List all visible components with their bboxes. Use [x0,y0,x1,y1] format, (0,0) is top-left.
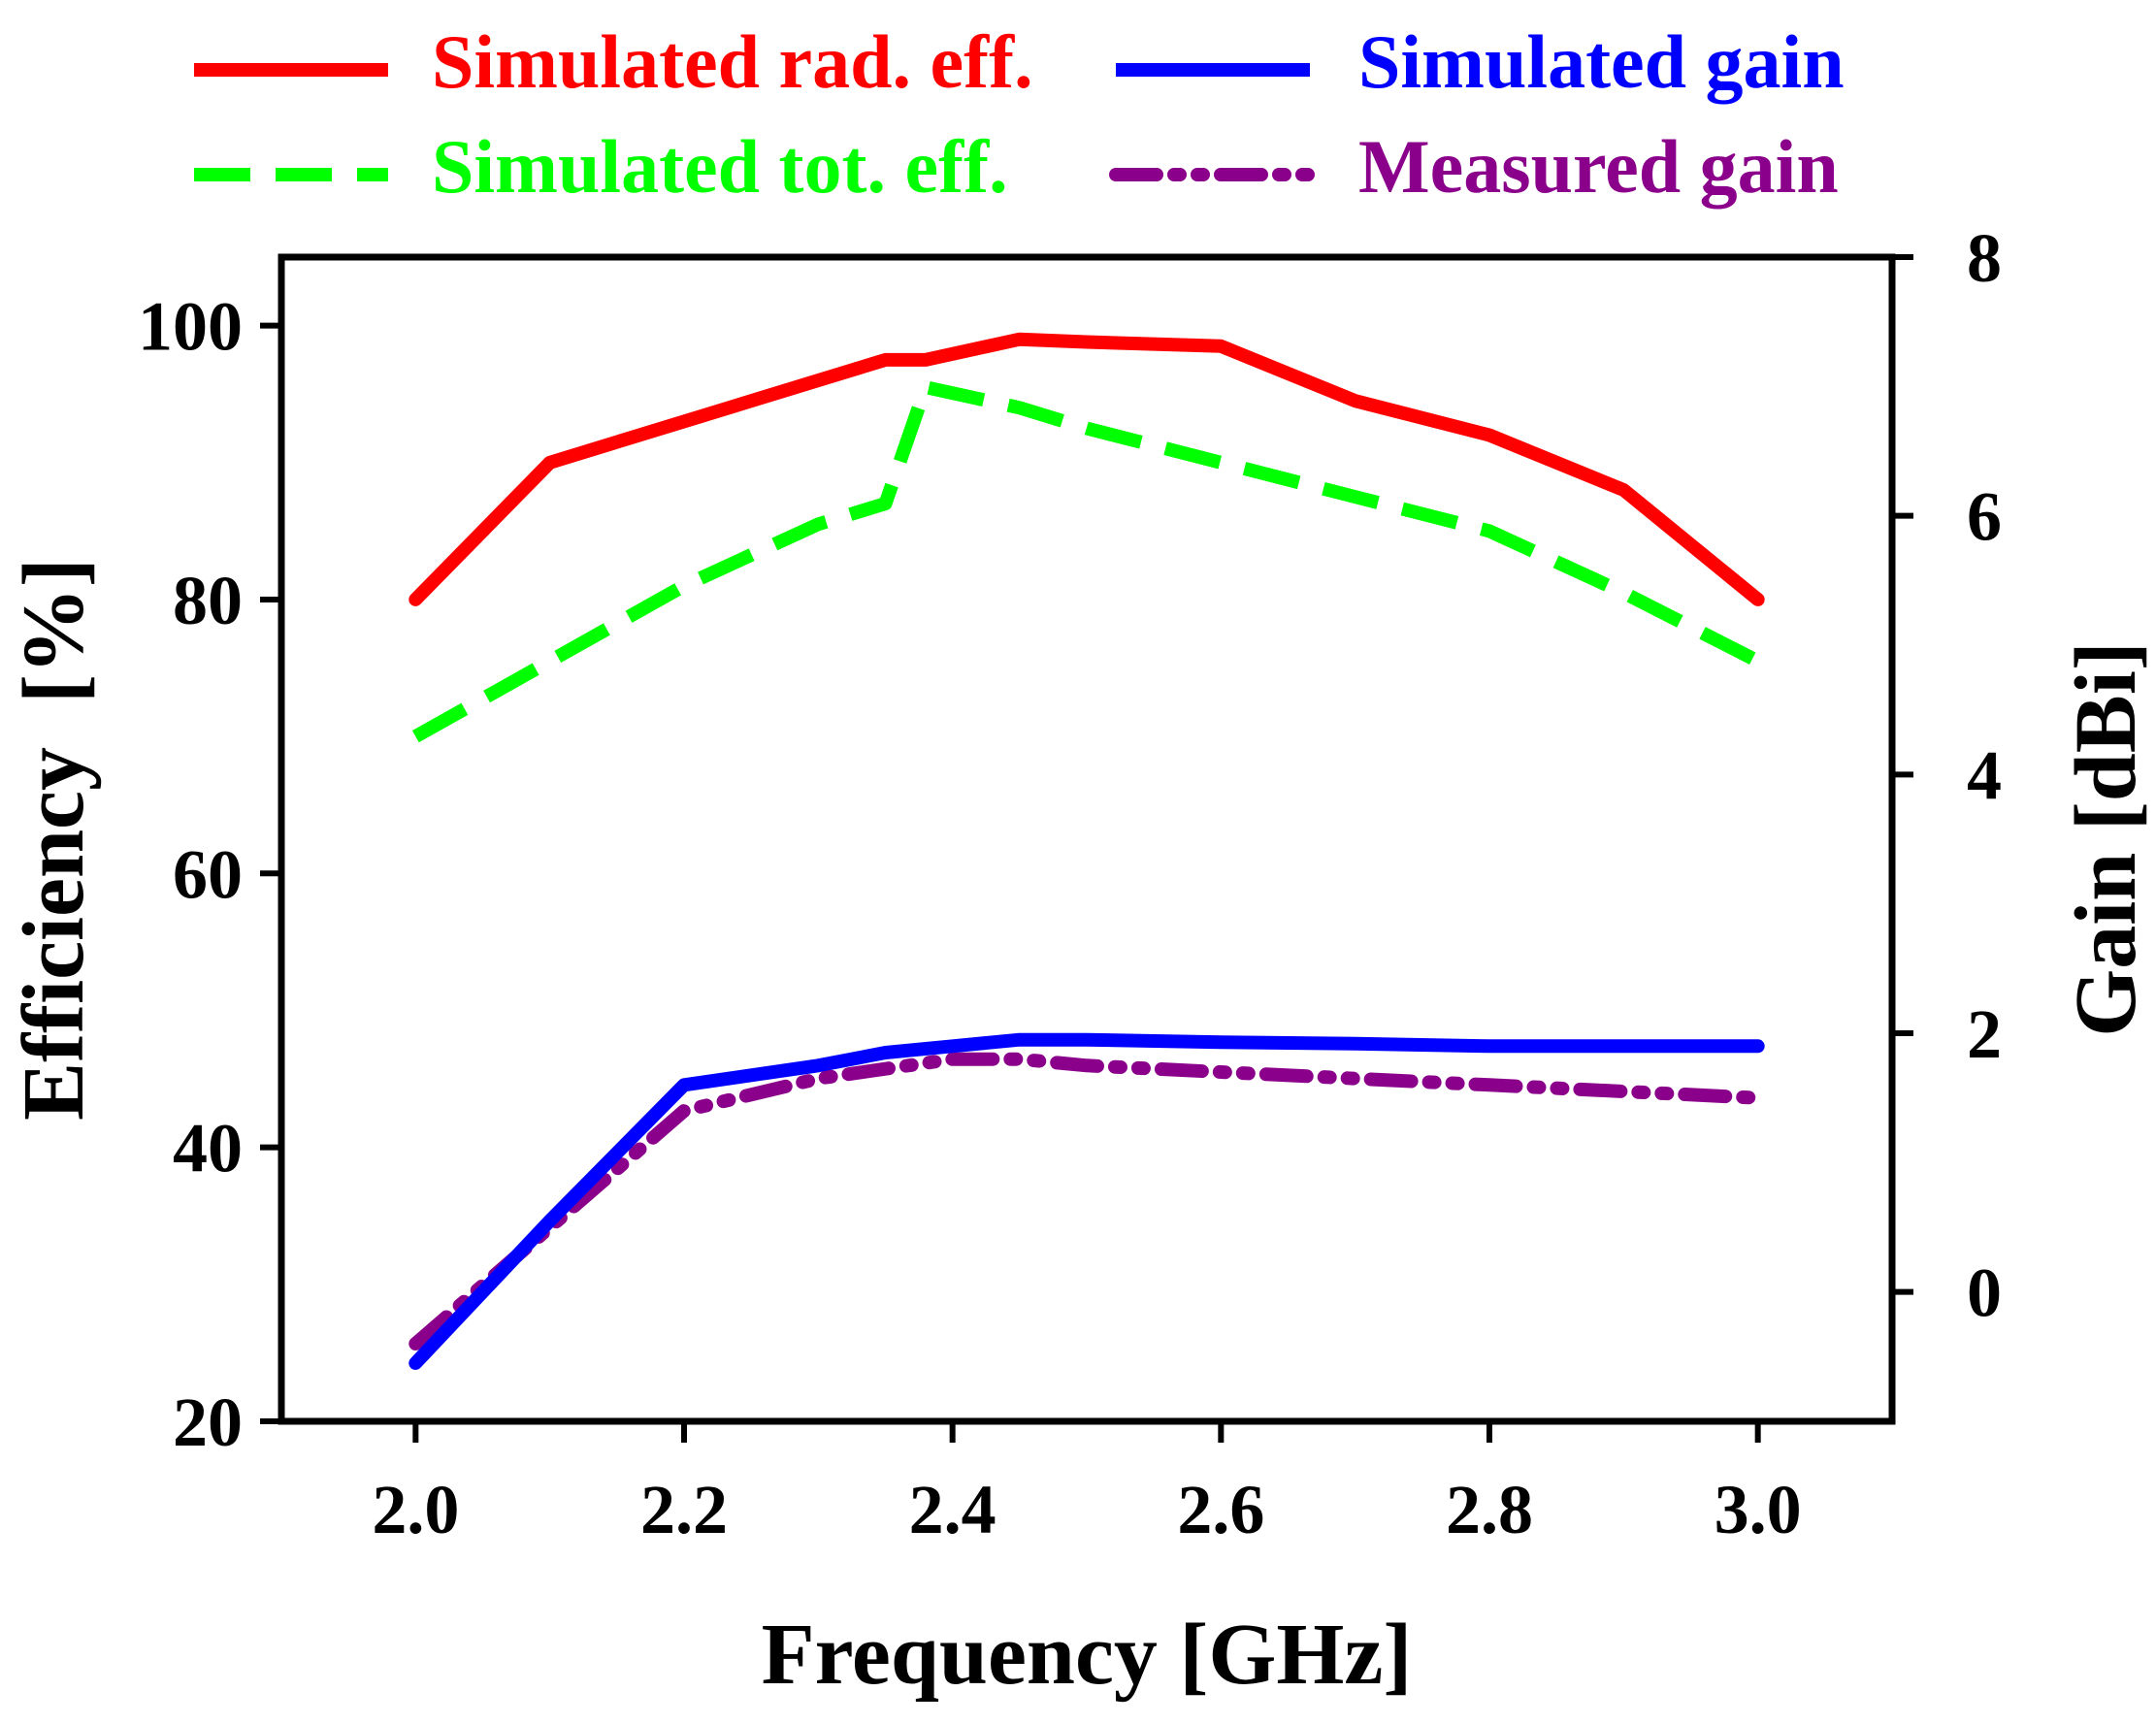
y-left-tick-label: 20 [173,1383,243,1461]
legend-label-sim-rad-eff: Simulated rad. eff. [432,19,1033,104]
series-sim-tot-eff [411,380,1761,743]
series-sim-rad-eff [408,332,1765,606]
y-right-axis-ticks: 0 2 4 6 8 [1892,219,2002,1332]
plot-frame [278,253,1896,1425]
y-left-tick-label: 60 [173,835,243,913]
x-tick-label: 2.8 [1446,1471,1533,1548]
y-left-axis-title: Efficiency [%] [6,558,102,1121]
y-left-tick-label: 40 [173,1110,243,1187]
series-sim-gain [408,1032,1765,1370]
series-meas-gain [408,1052,1765,1350]
legend: Simulated rad. eff. Simulated gain Simul… [194,19,1845,209]
y-right-tick-label: 4 [1967,736,2002,814]
x-tick-label: 2.0 [372,1471,459,1548]
legend-label-sim-gain: Simulated gain [1358,19,1845,104]
x-axis-ticks: 2.0 2.2 2.4 2.6 2.8 3.0 [372,1421,1802,1548]
series-layer [408,332,1765,1370]
y-right-tick-label: 0 [1967,1254,2002,1332]
legend-label-meas-gain: Measured gain [1358,124,1839,209]
legend-label-sim-tot-eff: Simulated tot. eff. [432,124,1008,209]
y-left-tick-label: 80 [173,562,243,639]
x-tick-label: 3.0 [1715,1471,1802,1548]
x-axis-title: Frequency [GHz] [762,1607,1413,1703]
y-left-axis-ticks: 20 40 60 80 100 [138,288,281,1461]
y-left-tick-label: 100 [138,288,243,366]
x-tick-label: 2.6 [1177,1471,1264,1548]
x-tick-label: 2.4 [909,1471,996,1548]
y-right-tick-label: 2 [1967,995,2002,1073]
y-right-tick-label: 6 [1967,478,2002,556]
y-right-tick-label: 8 [1967,219,2002,297]
x-tick-label: 2.2 [640,1471,728,1548]
y-right-axis-title: Gain [dBi] [2058,641,2154,1037]
